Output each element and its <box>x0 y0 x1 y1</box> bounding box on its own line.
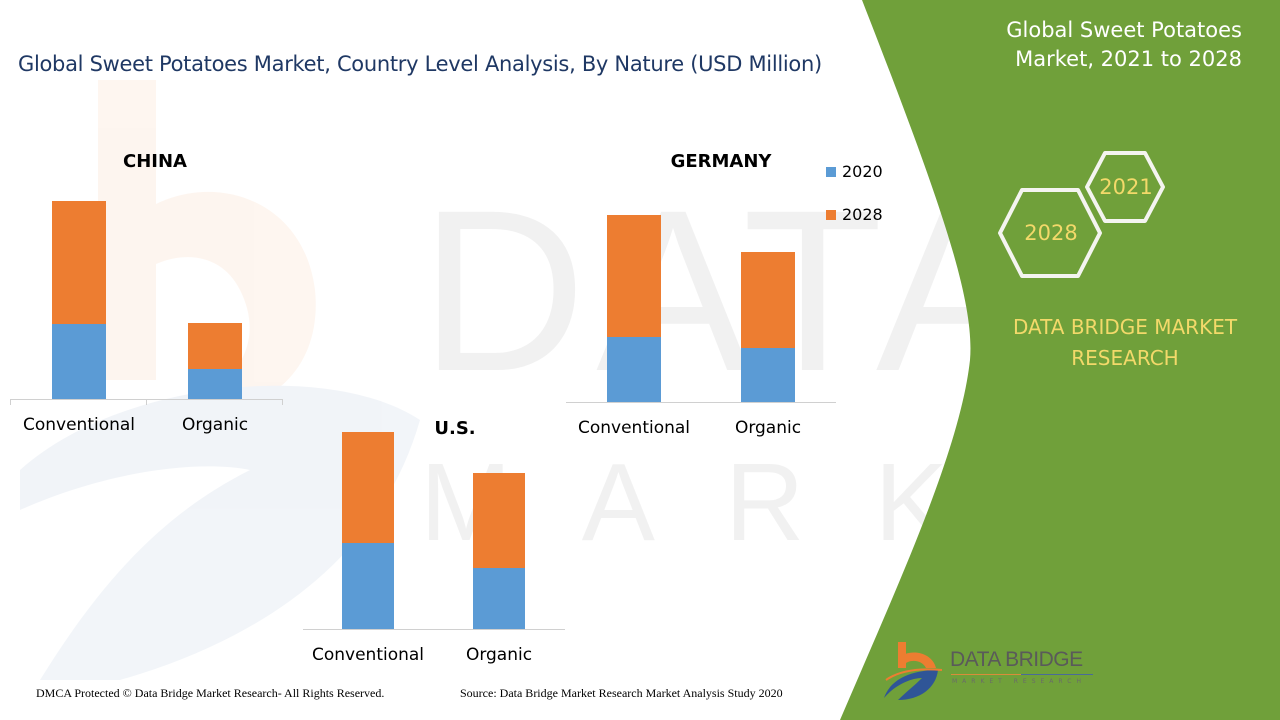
category-label-conventional: Conventional <box>22 415 136 435</box>
bar-us-organic <box>473 473 525 629</box>
legend-label: 2020 <box>842 162 883 181</box>
side-panel-title: Global Sweet Potatoes Market, 2021 to 20… <box>1006 16 1242 74</box>
bar-china-conventional <box>52 201 106 399</box>
company-logo: DATA BRIDGE MARKET RESEARCH <box>880 640 1100 704</box>
legend-swatch-icon <box>826 209 836 220</box>
category-label-conventional: Conventional <box>577 418 691 438</box>
x-axis-line <box>303 629 565 630</box>
bar-segment-2020 <box>188 369 242 399</box>
category-label-conventional: Conventional <box>311 645 425 665</box>
brand-line1: DATA BRIDGE MARKET <box>1012 315 1238 339</box>
legend-label: 2028 <box>842 205 883 224</box>
legend-item-2020: 2020 <box>826 162 883 181</box>
bar-us-conventional <box>342 432 394 629</box>
watermark-logo-icon <box>20 80 420 680</box>
page-title: Global Sweet Potatoes Market, Country Le… <box>18 52 822 76</box>
bar-segment-2028 <box>342 432 394 543</box>
side-title-line2: Market, 2021 to 2028 <box>1015 47 1242 71</box>
bar-segment-2020 <box>342 543 394 629</box>
axis-tick <box>282 399 283 405</box>
axis-tick <box>146 399 147 405</box>
bar-segment-2028 <box>473 473 525 568</box>
bar-germany-conventional <box>607 215 661 402</box>
bar-china-organic <box>188 323 242 399</box>
chart-title-germany: GERMANY <box>670 151 772 172</box>
axis-tick <box>10 399 11 405</box>
bar-segment-2020 <box>741 348 795 402</box>
footer-source: Source: Data Bridge Market Research Mark… <box>460 686 783 700</box>
bar-segment-2020 <box>473 568 525 629</box>
hexagon-2028-icon <box>998 188 1102 278</box>
logo-b-icon <box>884 642 943 700</box>
category-label-organic: Organic <box>734 418 802 438</box>
category-label-organic: Organic <box>181 415 249 435</box>
logo-rule <box>1021 674 1093 675</box>
hex-label-2021: 2021 <box>1099 175 1153 199</box>
side-title-line1: Global Sweet Potatoes <box>1006 18 1242 42</box>
bar-segment-2020 <box>52 324 106 399</box>
hex-label-2028: 2028 <box>1024 221 1078 245</box>
bar-germany-organic <box>741 252 795 402</box>
bar-segment-2028 <box>52 201 106 324</box>
bar-segment-2020 <box>607 337 661 402</box>
logo-subtitle: MARKET RESEARCH <box>952 678 1086 685</box>
bar-segment-2028 <box>607 215 661 337</box>
hexagon-2021-icon <box>1085 151 1165 223</box>
legend-swatch-icon <box>826 166 836 177</box>
bar-segment-2028 <box>741 252 795 348</box>
x-axis-line <box>566 402 836 403</box>
green-panel <box>840 0 1280 720</box>
logo-wordmark: DATA BRIDGE <box>950 648 1083 671</box>
chart-title-china: CHINA <box>123 151 187 172</box>
bar-segment-2028 <box>188 323 242 369</box>
category-label-organic: Organic <box>465 645 533 665</box>
legend-item-2028: 2028 <box>826 205 883 224</box>
brand-text: DATA BRIDGE MARKET RESEARCH <box>985 312 1265 374</box>
brand-line2: RESEARCH <box>1071 346 1179 370</box>
footer-copyright: DMCA Protected © Data Bridge Market Rese… <box>36 686 385 700</box>
logo-rule <box>951 674 1021 675</box>
chart-title-us: U.S. <box>434 418 476 439</box>
